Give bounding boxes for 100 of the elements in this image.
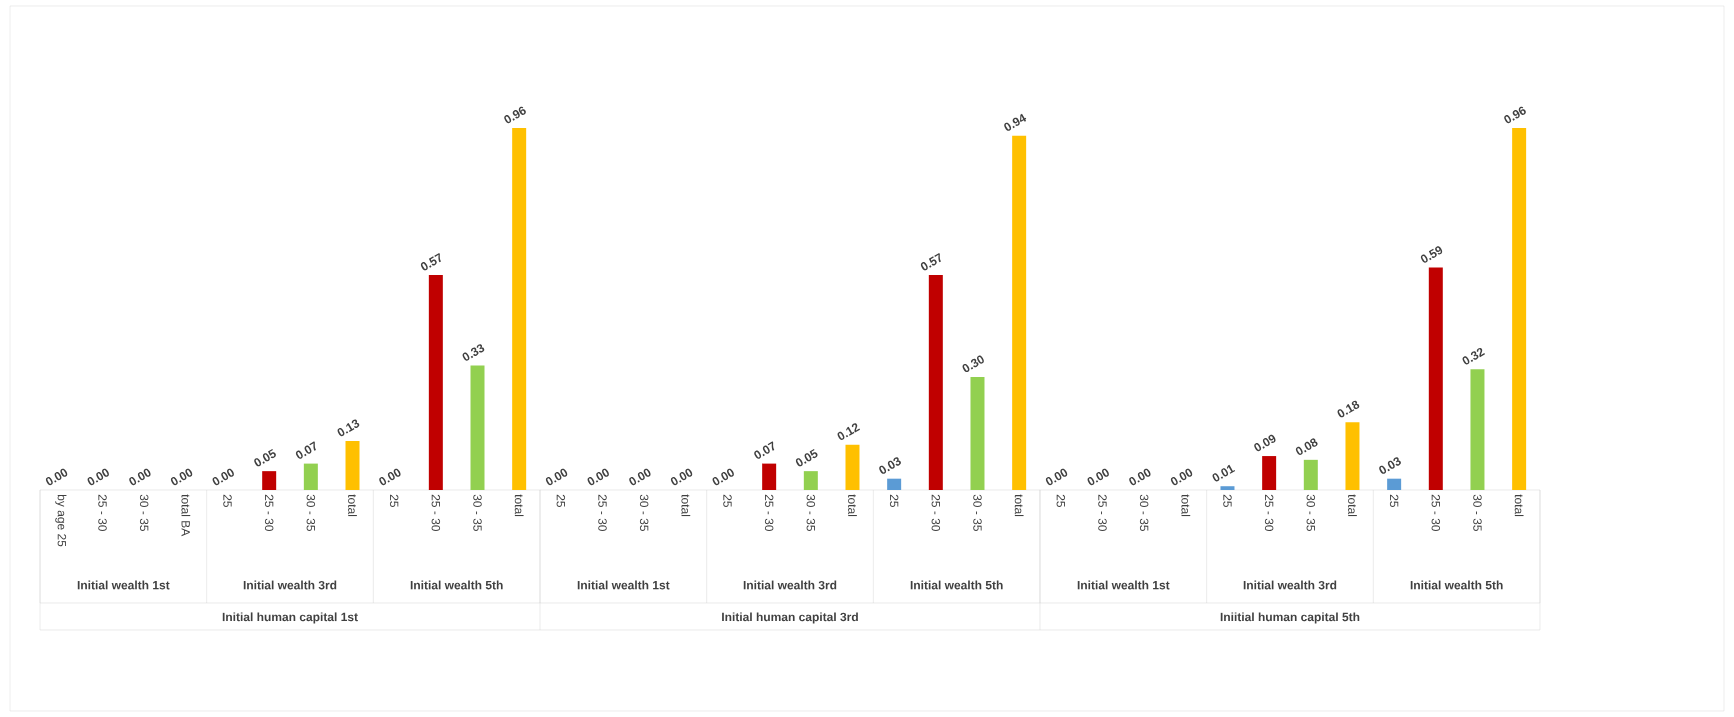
data-label: 0.13 [337, 419, 360, 437]
data-label: 0.07 [754, 441, 775, 459]
bar [970, 376, 985, 490]
data-label: 0.32 [1462, 347, 1485, 365]
bar [345, 440, 360, 490]
data-label: 0.05 [254, 449, 276, 467]
x-tick-label: total [348, 494, 357, 517]
text: Initial wealth 5th [1410, 580, 1503, 590]
x-tick-label: 25 [1389, 494, 1399, 508]
x-tick-label: 25 [556, 494, 566, 508]
text: Initial human capital 3rd [722, 612, 858, 624]
x-tick-label: 25 - 30 [1264, 494, 1274, 532]
x-tick-label: 25 - 30 [931, 494, 941, 532]
text: Initial wealth 5th [910, 580, 1003, 590]
data-label: 0.00 [587, 468, 609, 486]
bar [1387, 478, 1402, 490]
text: Initial wealth 3rd [243, 580, 337, 590]
data-label: 0.00 [1129, 468, 1151, 486]
data-label: 0.00 [170, 468, 193, 486]
x-tick-label: by age 25 [55, 494, 67, 547]
data-label: 0.00 [212, 468, 234, 486]
x-tick-label: 30 - 35 [639, 494, 649, 532]
x-tick-label: total [1514, 494, 1524, 517]
x-tick-label: 25 [1223, 494, 1232, 508]
data-label: 0.96 [504, 106, 526, 124]
text: Iniitial human capital 5th [1220, 612, 1360, 624]
data-label: 0.59 [1420, 246, 1443, 263]
text: Initial wealth 1st [77, 580, 170, 590]
x-tick-label: 30 - 35 [1306, 494, 1316, 532]
bar [1220, 486, 1235, 490]
data-label: 0.96 [1504, 106, 1526, 124]
bar [1345, 422, 1360, 490]
x-tick-label: total [681, 494, 691, 517]
x-tick-label: 25 - 30 [1098, 494, 1107, 532]
data-label: 0.00 [545, 468, 568, 486]
data-label: 0.03 [1379, 457, 1401, 474]
data-label: 0.94 [1004, 113, 1027, 131]
x-tick-label: 30 - 35 [306, 494, 316, 532]
bar [762, 463, 777, 490]
data-label: 0.57 [420, 252, 441, 271]
x-tick-label: 25 [723, 494, 732, 508]
data-label: 0.00 [1045, 468, 1068, 486]
x-tick-label: 30 - 35 [806, 494, 816, 532]
x-tick-label: 25 [223, 494, 232, 508]
x-tick-label: 25 - 30 [598, 494, 607, 532]
bar [428, 275, 443, 490]
data-label: 0.09 [1254, 434, 1276, 452]
bar [1512, 128, 1527, 490]
bar [1470, 369, 1485, 490]
data-label: 0.00 [629, 468, 651, 486]
x-tick-label: total [1014, 494, 1024, 517]
bar [470, 365, 485, 490]
x-tick-label: 30 - 35 [973, 494, 982, 532]
x-tick-label: 30 - 35 [139, 494, 149, 532]
data-label: 0.00 [1170, 468, 1193, 486]
data-label: 0.00 [87, 468, 109, 486]
x-tick-label: 25 - 30 [264, 494, 274, 532]
data-label: 0.01 [1212, 464, 1236, 482]
x-tick-label: 25 [389, 494, 399, 508]
bar [1428, 267, 1443, 490]
x-tick-label: 30 - 35 [1139, 494, 1149, 532]
bar [887, 478, 902, 490]
data-label: 0.08 [1295, 438, 1318, 455]
text: Initial wealth 3rd [743, 580, 837, 590]
data-label: 0.00 [45, 468, 68, 486]
text: Initial wealth 1st [1077, 580, 1170, 590]
text: Initial wealth 1st [577, 580, 670, 590]
x-tick-label: total [848, 494, 857, 517]
x-tick-label: 30 - 35 [473, 494, 482, 532]
data-label: 0.00 [1087, 468, 1109, 486]
bar [262, 471, 277, 490]
data-label: 0.33 [462, 344, 485, 361]
data-label: 0.00 [712, 468, 734, 486]
bar [303, 463, 318, 490]
text: Initial human capital 1st [222, 612, 358, 624]
x-tick-label: 25 - 30 [98, 494, 107, 532]
data-label: 0.00 [379, 468, 401, 486]
bar [803, 471, 818, 490]
bar [512, 128, 527, 490]
x-tick-label: 25 - 30 [431, 494, 441, 532]
bar [845, 444, 860, 490]
data-label: 0.12 [837, 423, 861, 440]
bar [928, 275, 943, 490]
data-label: 0.00 [670, 468, 693, 486]
x-tick-label: 25 [889, 494, 899, 508]
data-label: 0.07 [295, 441, 316, 459]
data-label: 0.18 [1337, 400, 1360, 418]
data-label: 0.57 [920, 252, 941, 271]
x-tick-label: 25 - 30 [1431, 494, 1441, 532]
x-tick-label: total BA [181, 494, 191, 537]
bar [1262, 456, 1277, 490]
text: Initial wealth 3rd [1243, 580, 1337, 590]
x-tick-label: total [514, 494, 524, 517]
data-label: 0.00 [129, 468, 151, 486]
x-tick-label: total [1348, 494, 1357, 517]
bar [1012, 135, 1027, 490]
data-label: 0.03 [879, 457, 901, 474]
text: Initial wealth 5th [410, 580, 503, 590]
data-label: 0.30 [962, 355, 984, 373]
x-tick-label: 30 - 35 [1473, 494, 1482, 532]
